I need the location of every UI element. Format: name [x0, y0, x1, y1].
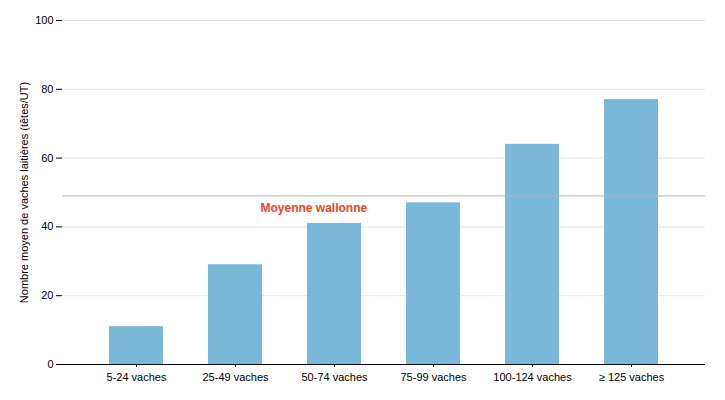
svg-text:≥ 125 vaches: ≥ 125 vaches: [599, 371, 665, 383]
svg-text:25-49 vaches: 25-49 vaches: [202, 371, 269, 383]
svg-text:20: 20: [41, 289, 53, 301]
svg-text:50-74 vaches: 50-74 vaches: [301, 371, 368, 383]
svg-text:80: 80: [41, 83, 53, 95]
svg-text:5-24 vaches: 5-24 vaches: [107, 371, 167, 383]
svg-text:75-99 vaches: 75-99 vaches: [400, 371, 467, 383]
svg-text:0: 0: [47, 358, 53, 370]
svg-text:100-124 vaches: 100-124 vaches: [493, 371, 572, 383]
svg-text:40: 40: [41, 220, 53, 232]
svg-text:100: 100: [35, 14, 53, 26]
svg-text:Nombre moyen de vaches laitièr: Nombre moyen de vaches laitières (têtes/…: [18, 82, 30, 303]
svg-text:60: 60: [41, 152, 53, 164]
svg-text:Moyenne wallonne: Moyenne wallonne: [261, 201, 368, 215]
